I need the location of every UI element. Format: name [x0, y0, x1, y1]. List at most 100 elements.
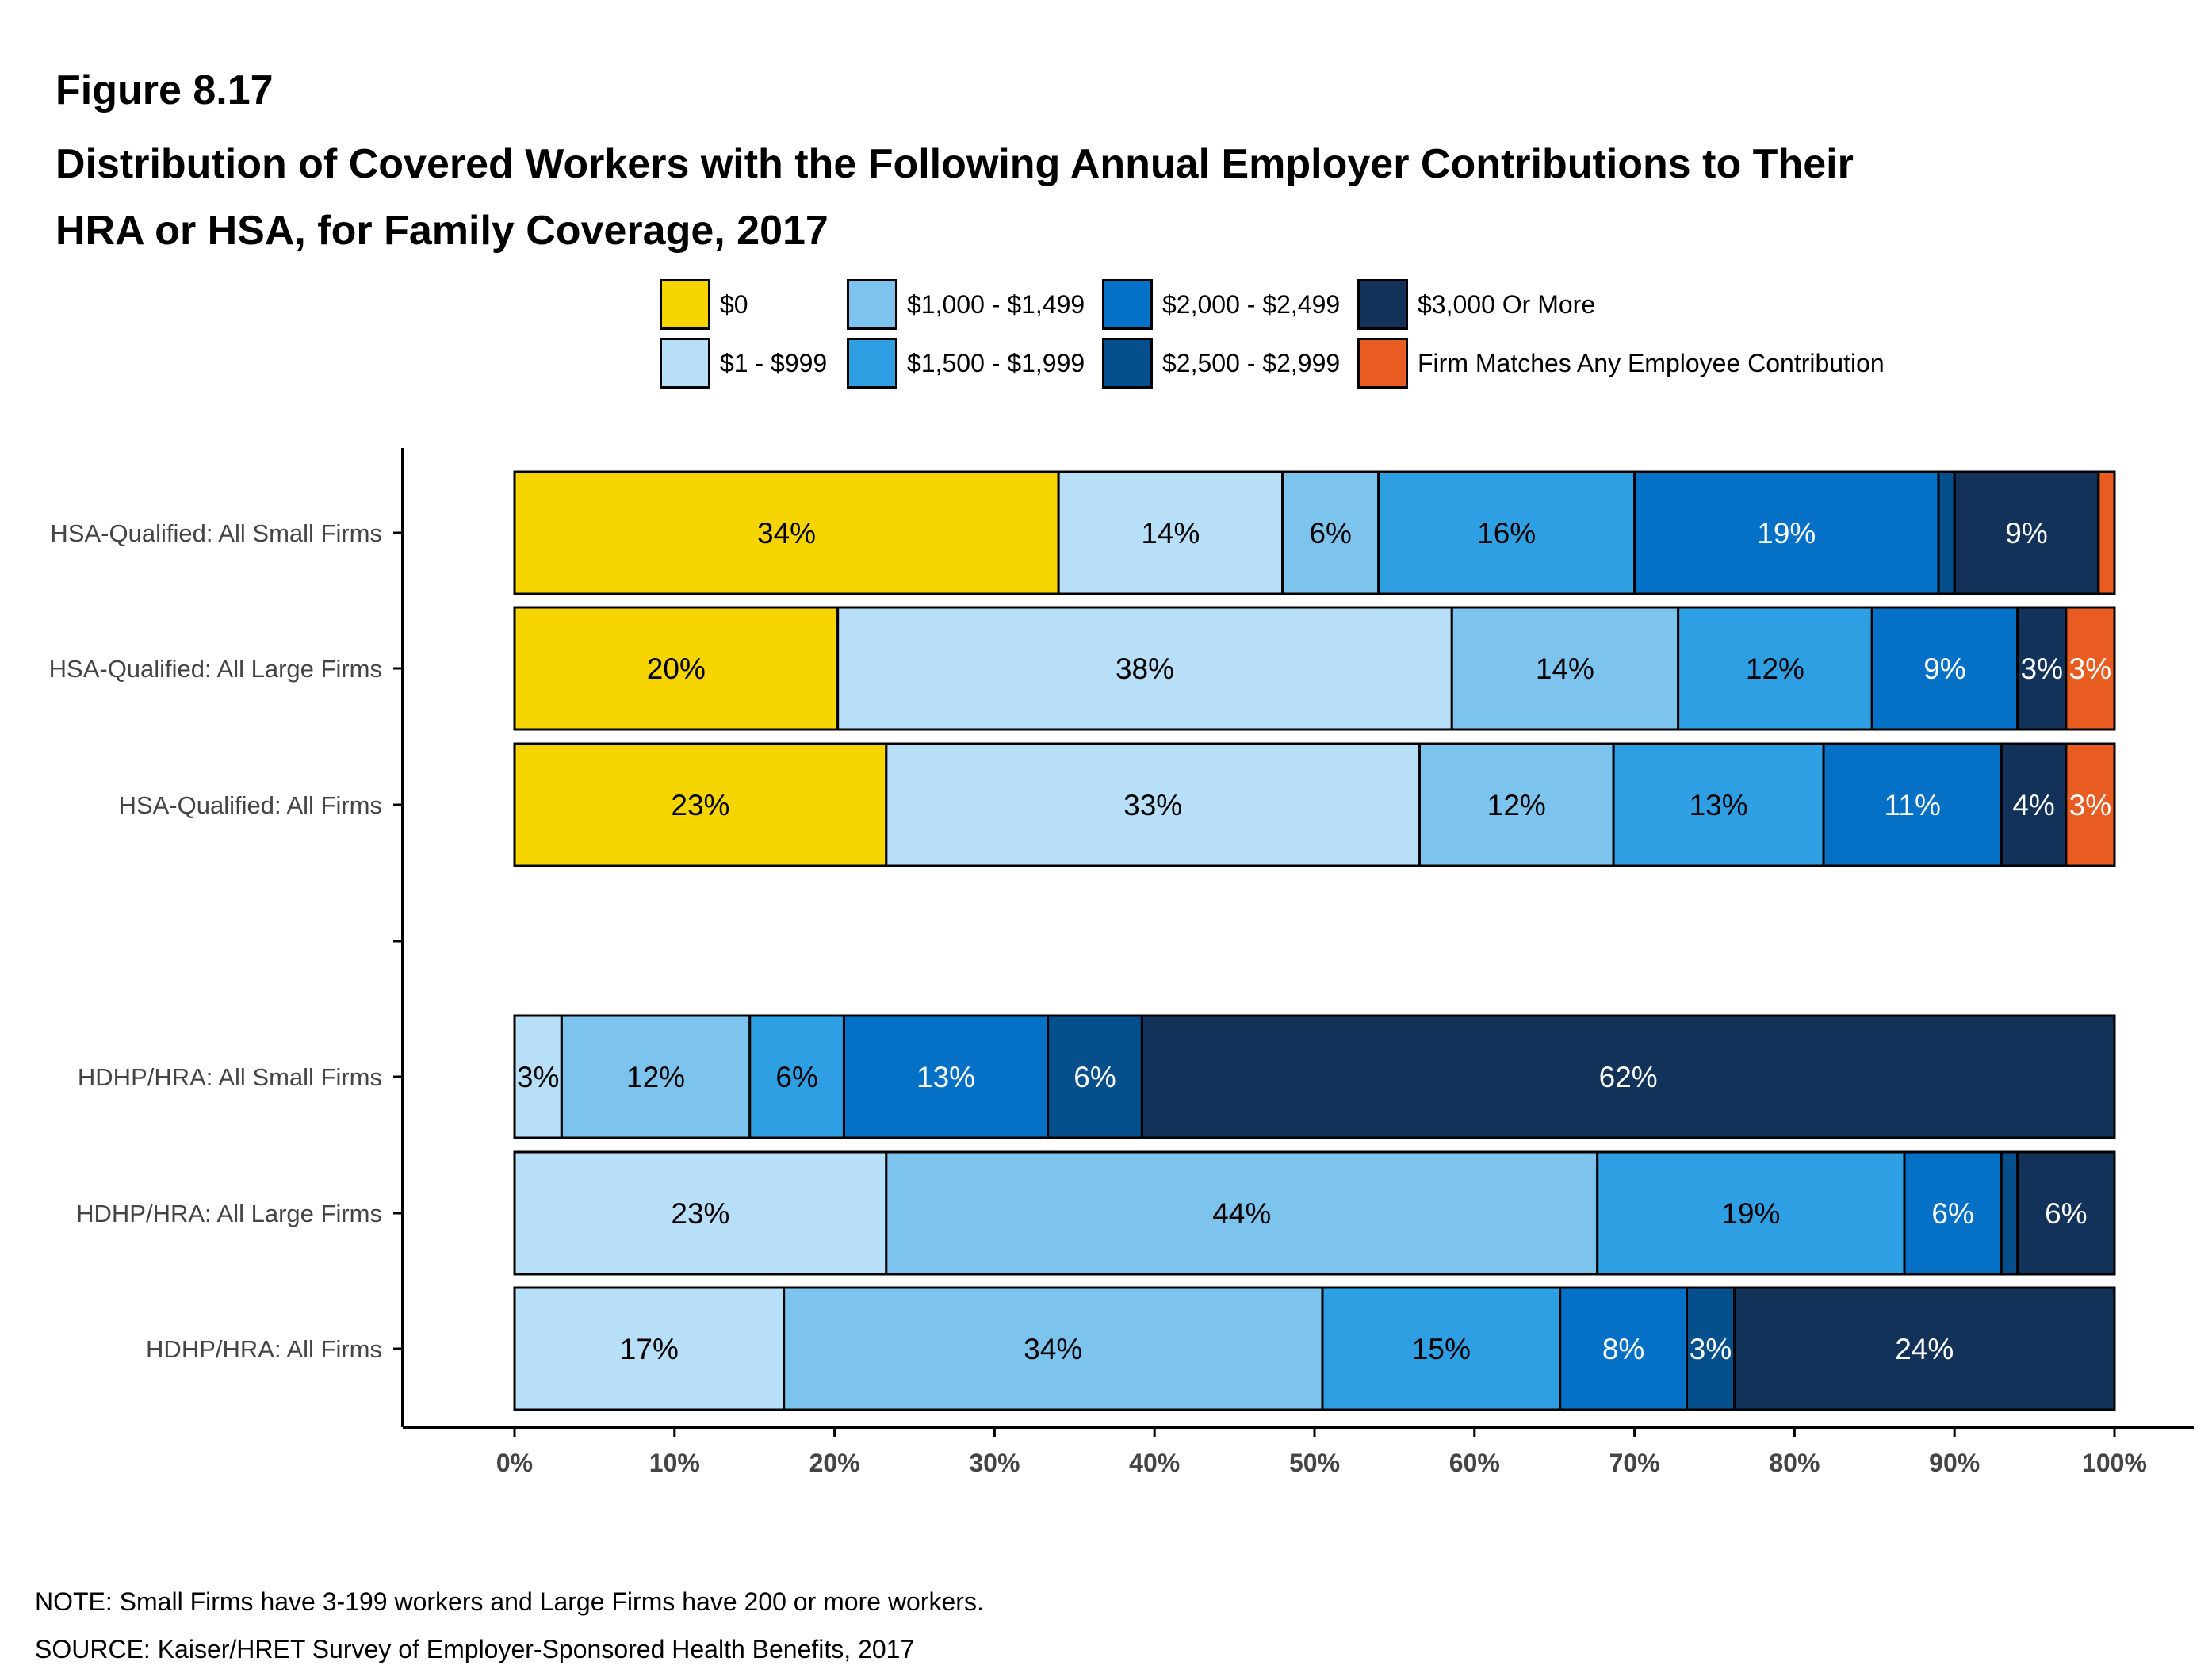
- data-label-3-1: 3%: [517, 1061, 559, 1093]
- data-label-0-1: 14%: [1141, 517, 1200, 549]
- chart-title: Distribution of Covered Workers with the…: [55, 131, 2117, 264]
- data-label-3-5: 6%: [1073, 1061, 1116, 1093]
- y-tick-label-3: HDHP/HRA: All Small Firms: [78, 1063, 382, 1091]
- bar-segment-3-1: [513, 1014, 563, 1139]
- bar-segment-0-7: [2097, 470, 2116, 595]
- y-tick-label-1: HSA-Qualified: All Large Firms: [49, 655, 382, 683]
- bar-segment-0-2: [1281, 470, 1380, 595]
- data-label-1-3: 12%: [1746, 653, 1804, 685]
- y-tick-label-2: HSA-Qualified: All Firms: [119, 791, 382, 819]
- data-label-3-2: 12%: [626, 1061, 685, 1093]
- legend-item-7: Firm Matches Any Employee Contribution: [1357, 336, 1885, 390]
- bar-segment-2-3: [1612, 742, 1825, 867]
- bar-segment-3-2: [560, 1014, 752, 1139]
- data-label-1-7: 3%: [2069, 653, 2111, 685]
- bar-segment-4-4: [1903, 1150, 2003, 1276]
- data-label-2-4: 11%: [1885, 789, 1941, 821]
- bar-segment-1-7: [2065, 606, 2116, 731]
- x-tick-label-10: 100%: [2082, 1449, 2147, 1477]
- data-label-3-3: 6%: [775, 1061, 817, 1093]
- legend-item-6: $3,000 Or More: [1357, 278, 1595, 331]
- chart-legend: $0 $1 - $999 $1,000 - $1,499 $1,500 - $1…: [660, 278, 2007, 396]
- legend-label-6: $3,000 Or More: [1418, 289, 1596, 319]
- bar-segment-1-3: [1677, 606, 1873, 731]
- x-tick-label-5: 50%: [1289, 1449, 1340, 1477]
- chart-title-line-2: HRA or HSA, for Family Coverage, 2017: [55, 208, 829, 254]
- legend-item-4: $2,000 - $2,499: [1102, 278, 1340, 331]
- footnotes: NOTE: Small Firms have 3-199 workers and…: [35, 1578, 984, 1673]
- source-text: SOURCE: Kaiser/HRET Survey of Employer-S…: [35, 1635, 915, 1663]
- x-tick-label-6: 60%: [1449, 1449, 1500, 1477]
- bar-segment-2-7: [2065, 742, 2116, 867]
- data-label-4-4: 6%: [1931, 1197, 1973, 1230]
- data-label-5-4: 8%: [1602, 1333, 1644, 1365]
- x-tick-label-4: 40%: [1129, 1449, 1180, 1477]
- figure-label: Figure 8.17: [55, 67, 274, 113]
- bar-segment-4-3: [1596, 1150, 1906, 1276]
- data-label-2-6: 4%: [2012, 789, 2054, 821]
- data-label-2-1: 33%: [1123, 789, 1182, 821]
- data-label-0-2: 6%: [1309, 517, 1351, 549]
- bar-segment-0-1: [1057, 470, 1284, 595]
- data-label-1-4: 9%: [1923, 653, 1965, 685]
- data-label-4-3: 19%: [1721, 1197, 1780, 1230]
- legend-swatch-4: [1102, 279, 1153, 330]
- legend-swatch-3: [847, 338, 897, 389]
- data-label-1-6: 3%: [2021, 653, 2063, 685]
- bar-segment-2-1: [885, 742, 1421, 867]
- bar-segment-2-2: [1418, 742, 1615, 867]
- data-label-0-3: 16%: [1477, 517, 1536, 549]
- data-label-1-1: 38%: [1116, 653, 1174, 685]
- x-tick-label-7: 70%: [1609, 1449, 1660, 1477]
- y-tick-label-4: HDHP/HRA: All Large Firms: [76, 1200, 382, 1227]
- y-tick-label-5: HDHP/HRA: All Firms: [146, 1335, 382, 1363]
- data-label-4-6: 6%: [2045, 1197, 2087, 1230]
- bar-segment-1-1: [836, 606, 1453, 731]
- data-label-3-4: 13%: [917, 1061, 975, 1093]
- bar-segment-0-0: [513, 470, 1060, 595]
- x-tick-label-2: 20%: [809, 1449, 860, 1477]
- bar-segment-0-6: [1953, 470, 2100, 595]
- data-label-4-1: 23%: [671, 1197, 729, 1230]
- bar-segment-0-5: [1937, 470, 1956, 595]
- legend-swatch-0: [660, 279, 710, 330]
- bar-segment-3-5: [1047, 1014, 1143, 1139]
- legend-item-3: $1,500 - $1,999: [847, 336, 1085, 390]
- data-label-3-6: 62%: [1599, 1061, 1658, 1093]
- data-label-5-5: 3%: [1690, 1333, 1732, 1365]
- bar-segment-5-3: [1321, 1286, 1562, 1411]
- legend-label-3: $1,500 - $1,999: [907, 348, 1085, 377]
- y-tick-label-0: HSA-Qualified: All Small Firms: [50, 519, 382, 547]
- data-label-5-6: 24%: [1895, 1333, 1954, 1365]
- x-tick-label-1: 10%: [649, 1449, 700, 1477]
- legend-swatch-2: [847, 279, 897, 330]
- bar-segment-2-0: [513, 742, 888, 867]
- legend-swatch-1: [660, 338, 710, 389]
- data-label-5-3: 15%: [1412, 1333, 1471, 1365]
- note-text: NOTE: Small Firms have 3-199 workers and…: [35, 1587, 984, 1616]
- bar-segment-4-6: [2016, 1150, 2116, 1276]
- legend-label-1: $1 - $999: [720, 348, 828, 377]
- bar-segment-1-4: [1870, 606, 2019, 731]
- bar-segment-1-2: [1450, 606, 1680, 731]
- legend-swatch-7: [1357, 338, 1408, 389]
- data-label-2-7: 3%: [2069, 789, 2111, 821]
- x-tick-label-8: 80%: [1769, 1449, 1820, 1477]
- data-label-0-4: 19%: [1757, 517, 1816, 549]
- stacked-bar-chart: HSA-Qualified: All Small Firms HSA-Qualif…: [49, 448, 2194, 1477]
- bar-segment-4-2: [885, 1150, 1599, 1276]
- bar-segment-2-6: [2000, 742, 2068, 867]
- legend-label-7: Firm Matches Any Employee Contribution: [1418, 348, 1885, 377]
- x-tick-label-3: 30%: [969, 1449, 1020, 1477]
- legend-label-2: $1,000 - $1,499: [907, 289, 1085, 319]
- bar-segment-4-5: [2000, 1150, 2019, 1276]
- legend-label-0: $0: [720, 289, 748, 319]
- legend-item-0: $0: [660, 278, 748, 331]
- legend-label-5: $2,500 - $2,999: [1162, 348, 1341, 377]
- data-label-5-2: 34%: [1024, 1333, 1082, 1365]
- bar-segment-3-3: [748, 1014, 845, 1139]
- data-label-0-6: 9%: [2005, 517, 2047, 549]
- bar-segment-5-2: [783, 1286, 1324, 1411]
- x-tick-label-0: 0%: [496, 1449, 533, 1477]
- data-label-2-3: 13%: [1690, 789, 1748, 821]
